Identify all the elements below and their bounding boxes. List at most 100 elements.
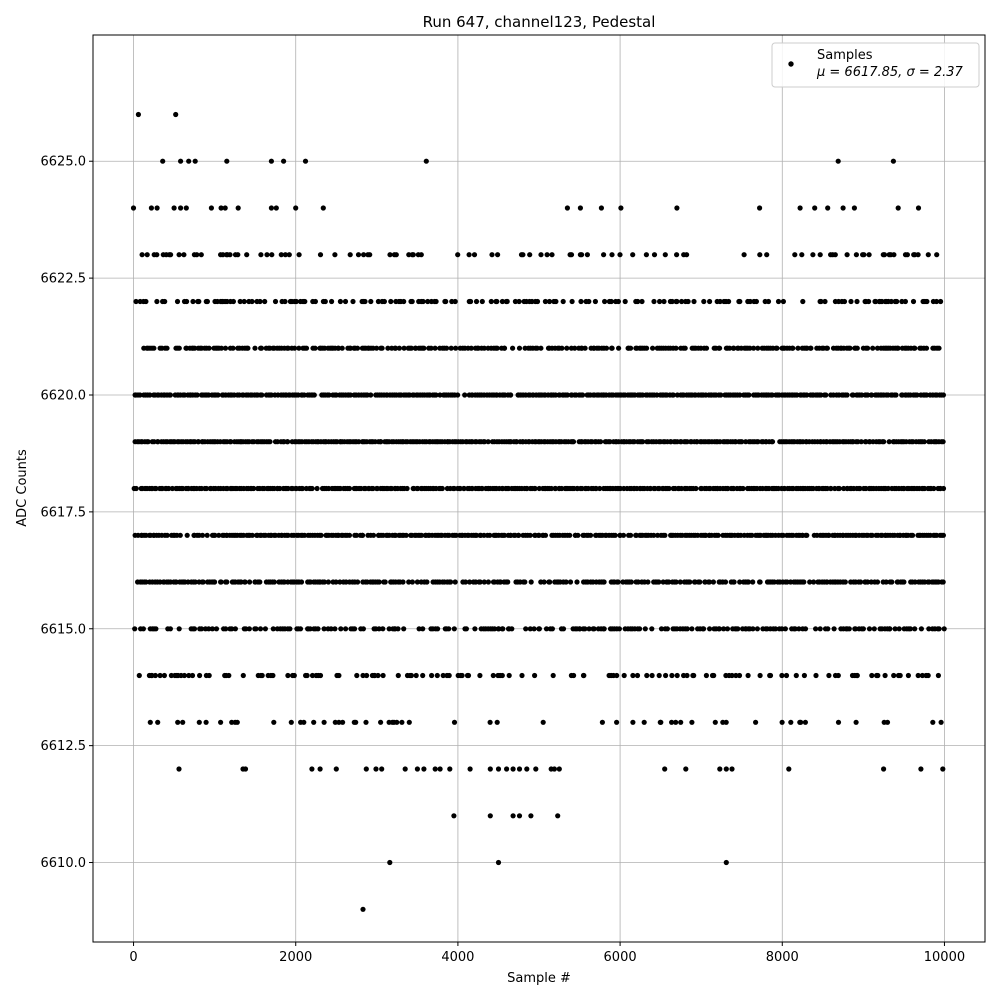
data-point (428, 345, 434, 351)
data-point (191, 626, 198, 632)
data-point (532, 672, 538, 679)
data-point (257, 579, 263, 585)
data-point (353, 719, 359, 725)
data-point (495, 859, 502, 866)
data-point (801, 672, 808, 679)
data-point (332, 626, 338, 632)
data-point (933, 298, 940, 305)
data-point (216, 532, 222, 538)
data-point (813, 626, 819, 632)
data-point (921, 439, 927, 445)
data-point (854, 298, 860, 305)
data-point (753, 719, 759, 725)
data-point (598, 205, 605, 211)
data-point (842, 579, 848, 585)
data-point (506, 672, 512, 679)
data-point (293, 205, 299, 211)
data-point (716, 626, 723, 632)
data-point (569, 298, 575, 305)
data-point (621, 672, 627, 679)
data-point (288, 719, 294, 725)
data-point (844, 252, 850, 258)
data-point (311, 392, 317, 398)
data-point (307, 626, 313, 632)
data-point (420, 626, 426, 632)
data-point (532, 485, 538, 492)
data-point (402, 766, 408, 772)
data-point (406, 719, 412, 725)
data-point (282, 298, 288, 305)
data-point (243, 626, 249, 632)
data-point (281, 158, 287, 164)
data-point (895, 345, 901, 351)
data-point (689, 719, 695, 725)
data-point (304, 672, 310, 679)
data-point (723, 719, 729, 725)
data-point (375, 298, 381, 305)
data-point (336, 672, 342, 679)
data-point (630, 252, 636, 258)
data-point (509, 626, 515, 632)
data-point (360, 532, 366, 538)
data-point (253, 626, 259, 632)
data-point (145, 439, 151, 445)
data-point (888, 298, 894, 305)
data-point (612, 532, 618, 538)
data-point (568, 252, 575, 258)
data-point (278, 252, 284, 258)
data-point (865, 392, 871, 398)
data-point (312, 345, 318, 351)
data-point (435, 626, 441, 632)
data-point (717, 766, 723, 772)
data-point (492, 626, 498, 632)
data-point (147, 392, 153, 398)
data-point (487, 532, 493, 538)
data-point (380, 672, 386, 679)
data-point (755, 439, 761, 445)
data-point (669, 672, 675, 679)
data-point (540, 719, 546, 725)
data-point (264, 252, 270, 258)
data-point (418, 252, 424, 258)
data-point (622, 298, 628, 305)
data-point (287, 626, 293, 632)
data-point (418, 532, 425, 538)
data-point (317, 766, 323, 772)
data-point (808, 345, 814, 351)
y-tick-label: 6615.0 (41, 622, 87, 637)
data-point (465, 672, 472, 679)
data-point (717, 298, 723, 305)
data-point (548, 485, 555, 492)
data-point (167, 392, 173, 398)
data-point (534, 345, 540, 351)
data-point (628, 532, 634, 538)
data-point (918, 626, 925, 632)
data-point (420, 672, 426, 679)
data-point (941, 626, 947, 632)
data-point (601, 626, 607, 632)
data-point (473, 532, 480, 538)
data-point (400, 579, 406, 585)
data-point (718, 392, 724, 398)
data-point (378, 719, 384, 725)
data-point (353, 532, 360, 538)
data-point (881, 439, 887, 445)
data-point (423, 158, 429, 164)
data-point (258, 252, 264, 258)
data-point (831, 626, 837, 632)
data-point (153, 626, 159, 632)
data-point (161, 672, 167, 679)
data-point (178, 158, 184, 164)
data-point (446, 626, 452, 632)
x-tick-label: 8000 (766, 950, 799, 965)
data-point (564, 345, 570, 351)
data-point (387, 859, 393, 866)
data-point (940, 439, 946, 445)
data-point (538, 252, 544, 258)
data-point (277, 485, 283, 492)
data-point (339, 345, 345, 351)
data-point (472, 626, 478, 632)
data-point (886, 439, 892, 445)
data-point (144, 252, 150, 258)
data-point (367, 252, 373, 258)
